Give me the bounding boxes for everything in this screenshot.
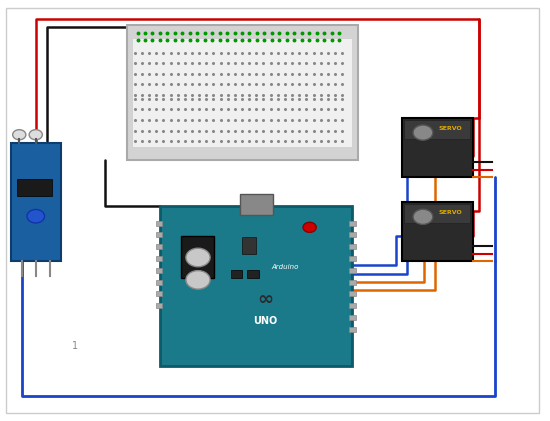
Circle shape — [29, 130, 42, 140]
Bar — [349, 280, 356, 285]
Bar — [242, 237, 256, 254]
Bar — [160, 206, 352, 366]
Bar — [126, 25, 358, 160]
Bar — [156, 303, 162, 308]
Bar — [240, 194, 273, 215]
Bar — [349, 291, 356, 296]
Bar — [16, 179, 52, 196]
Bar — [349, 256, 356, 261]
Bar — [349, 327, 356, 332]
Bar — [349, 221, 356, 226]
Bar — [156, 291, 162, 296]
Circle shape — [186, 271, 210, 289]
Text: UNO: UNO — [253, 317, 278, 326]
Bar — [404, 120, 470, 139]
Circle shape — [413, 209, 433, 224]
Text: Arduino: Arduino — [271, 264, 298, 270]
Circle shape — [27, 210, 45, 223]
Text: 1: 1 — [72, 341, 78, 352]
Bar — [349, 303, 356, 308]
Bar — [402, 118, 473, 177]
Text: SERVO: SERVO — [438, 126, 462, 131]
Text: ∞: ∞ — [257, 290, 273, 309]
Bar — [349, 268, 356, 273]
Bar — [349, 315, 356, 320]
Bar — [11, 143, 60, 261]
Bar — [156, 280, 162, 285]
Circle shape — [413, 125, 433, 140]
Text: SERVO: SERVO — [438, 210, 462, 215]
Bar — [231, 270, 242, 278]
Circle shape — [303, 222, 316, 232]
Bar — [349, 232, 356, 237]
Bar — [349, 244, 356, 249]
Bar — [404, 204, 470, 223]
Circle shape — [13, 130, 26, 140]
Bar — [156, 268, 162, 273]
Bar — [182, 236, 214, 278]
Bar — [402, 202, 473, 261]
Bar — [156, 221, 162, 226]
Bar — [156, 256, 162, 261]
Circle shape — [186, 248, 210, 267]
Bar — [132, 38, 352, 147]
Bar — [248, 270, 258, 278]
Bar — [156, 232, 162, 237]
Bar — [156, 244, 162, 249]
